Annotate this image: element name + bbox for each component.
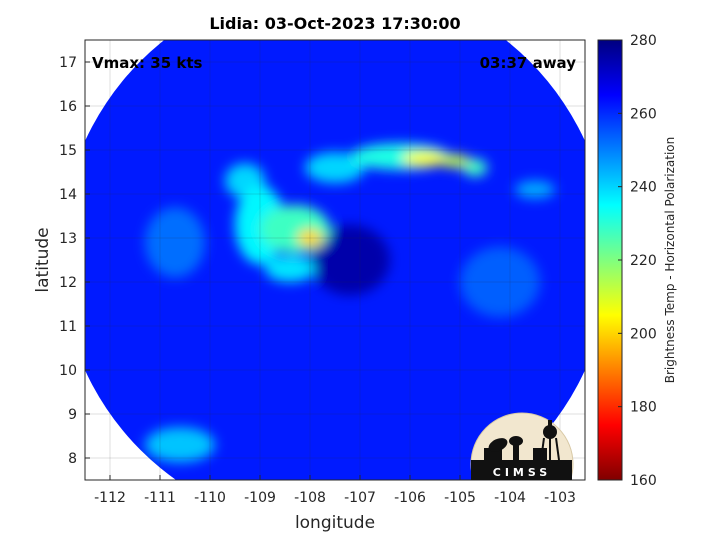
chart-title: Lidia: 03-Oct-2023 17:30:00 (209, 14, 460, 33)
tb-feature (265, 255, 315, 282)
tb-feature (297, 229, 323, 247)
y-tick-label: 11 (59, 319, 77, 335)
x-tick-label: -108 (294, 490, 326, 506)
x-tick-label: -111 (144, 490, 176, 506)
colorbar-tick-label: 180 (630, 400, 657, 416)
x-tick-label: -103 (544, 490, 576, 506)
x-tick-label: -109 (244, 490, 276, 506)
colorbar-tick-label: 280 (630, 33, 657, 49)
brightness-swath (85, 40, 585, 480)
y-axis: 8 9 10 11 12 13 14 15 16 17 (59, 55, 90, 467)
colorbar-label: Brightness Temp - Horizontal Polarizatio… (663, 137, 677, 384)
x-tick-label: -112 (94, 490, 126, 506)
y-axis-label: latitude (33, 227, 53, 292)
y-tick-label: 10 (59, 363, 77, 379)
x-tick-label: -105 (444, 490, 476, 506)
colorbar: 160 180 200 220 240 260 280 Brightness Temp - … (597, 33, 677, 489)
y-tick-label: 15 (59, 143, 77, 159)
tb-feature (460, 246, 540, 318)
tb-feature (310, 224, 390, 296)
y-tick-label: 17 (59, 55, 77, 71)
tb-feature (145, 427, 215, 463)
tb-feature (440, 154, 470, 168)
time-offset-label: 03:37 away (480, 54, 577, 72)
y-tick-label: 9 (68, 407, 77, 423)
y-tick-label: 16 (59, 99, 77, 115)
colorbar-ticks: 160 180 200 220 240 260 280 (618, 33, 657, 489)
y-tick-label: 14 (59, 187, 77, 203)
x-axis-label: longitude (295, 513, 375, 533)
y-tick-label: 8 (68, 451, 77, 467)
tb-feature (402, 151, 448, 167)
tb-feature (515, 180, 555, 199)
colorbar-tick-label: 240 (630, 180, 657, 196)
tb-feature (305, 152, 365, 184)
grid-lines (85, 40, 585, 480)
x-tick-label: -106 (394, 490, 426, 506)
cimss-logo-text: CIMSS (493, 466, 551, 479)
colorbar-tick-label: 260 (630, 106, 657, 122)
x-tick-label: -110 (194, 490, 226, 506)
x-tick-label: -107 (344, 490, 376, 506)
x-tick-label: -104 (494, 490, 526, 506)
colorbar-tick-label: 160 (630, 473, 657, 489)
colorbar-tick-label: 220 (630, 253, 657, 269)
x-axis: -112 -111 -110 -109 -108 -107 -106 -105 -104 -103 (94, 475, 576, 506)
y-tick-label: 12 (59, 275, 77, 291)
y-tick-label: 13 (59, 231, 77, 247)
cimss-logo: CIMSS (470, 412, 574, 480)
tb-feature (260, 205, 330, 254)
vmax-label: Vmax: 35 kts (92, 54, 202, 72)
plot-frame (84, 39, 586, 481)
tb-feature (145, 207, 205, 278)
colorbar-tick-label: 200 (630, 326, 657, 342)
